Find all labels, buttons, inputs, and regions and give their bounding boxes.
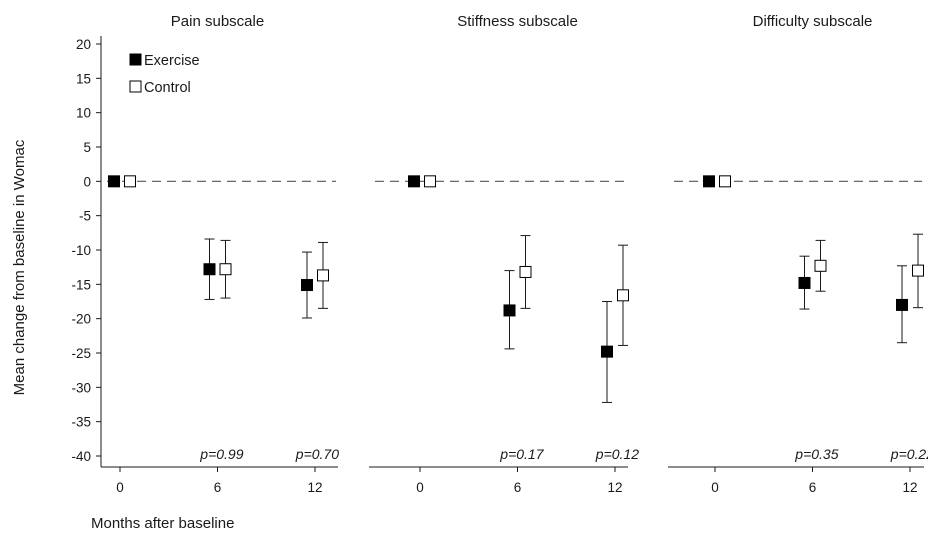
x-tick-label: 12: [307, 480, 322, 495]
p-value-label: p=0.12: [595, 446, 639, 462]
y-tick-label: -15: [71, 277, 91, 292]
exercise-point: [408, 175, 420, 188]
y-tick-label: -35: [71, 415, 91, 430]
exercise-point: [703, 175, 715, 188]
y-tick-label: -20: [71, 312, 91, 327]
panel-title: Pain subscale: [171, 13, 264, 30]
legend-label-control: Control: [144, 80, 191, 96]
exercise-point: [896, 298, 908, 311]
y-tick-label: 10: [76, 106, 91, 121]
legend-marker-control: [129, 80, 142, 93]
p-value-label: p=0.99: [199, 446, 243, 462]
exercise-point: [301, 279, 313, 292]
control-point: [519, 265, 532, 278]
x-tick-label: 6: [809, 480, 817, 495]
control-point: [124, 175, 136, 188]
control-point: [719, 175, 731, 188]
panel-title: Difficulty subscale: [753, 13, 873, 30]
control-point: [424, 175, 436, 188]
legend-label-exercise: Exercise: [144, 53, 200, 69]
panel-title: Stiffness subscale: [457, 13, 578, 30]
y-tick-label: 20: [76, 37, 91, 52]
y-tick-label: 0: [83, 174, 91, 189]
x-tick-label: 0: [116, 480, 124, 495]
exercise-point: [203, 263, 216, 276]
y-tick-label: -40: [71, 449, 91, 464]
y-tick-label: -5: [79, 209, 91, 224]
control-point: [317, 269, 329, 282]
y-tick-label: 15: [76, 71, 91, 86]
p-value-label: p=0.17: [499, 446, 544, 462]
x-axis-title: Months after baseline: [91, 515, 234, 532]
control-point: [219, 263, 232, 276]
x-tick-label: 6: [514, 480, 522, 495]
exercise-point: [601, 345, 613, 358]
legend-marker-exercise: [129, 53, 142, 66]
y-tick-label: -10: [71, 243, 91, 258]
x-tick-label: 12: [902, 480, 917, 495]
exercise-point: [503, 304, 516, 317]
p-value-label: p=0.35: [794, 446, 838, 462]
x-tick-label: 6: [214, 480, 222, 495]
exercise-point: [108, 175, 120, 188]
y-axis-title: Mean change from baseline in Womac: [11, 139, 28, 395]
control-point: [912, 264, 924, 277]
y-tick-label: -25: [71, 346, 91, 361]
x-tick-label: 12: [607, 480, 622, 495]
exercise-point: [798, 276, 811, 289]
y-tick-label: -30: [71, 380, 91, 395]
control-point: [617, 289, 629, 302]
y-tick-label: 5: [83, 140, 91, 155]
p-value-label: p=0.22: [890, 446, 928, 462]
p-value-label: p=0.70: [295, 446, 339, 462]
x-tick-label: 0: [711, 480, 719, 495]
control-point: [814, 259, 827, 272]
x-tick-label: 0: [416, 480, 424, 495]
